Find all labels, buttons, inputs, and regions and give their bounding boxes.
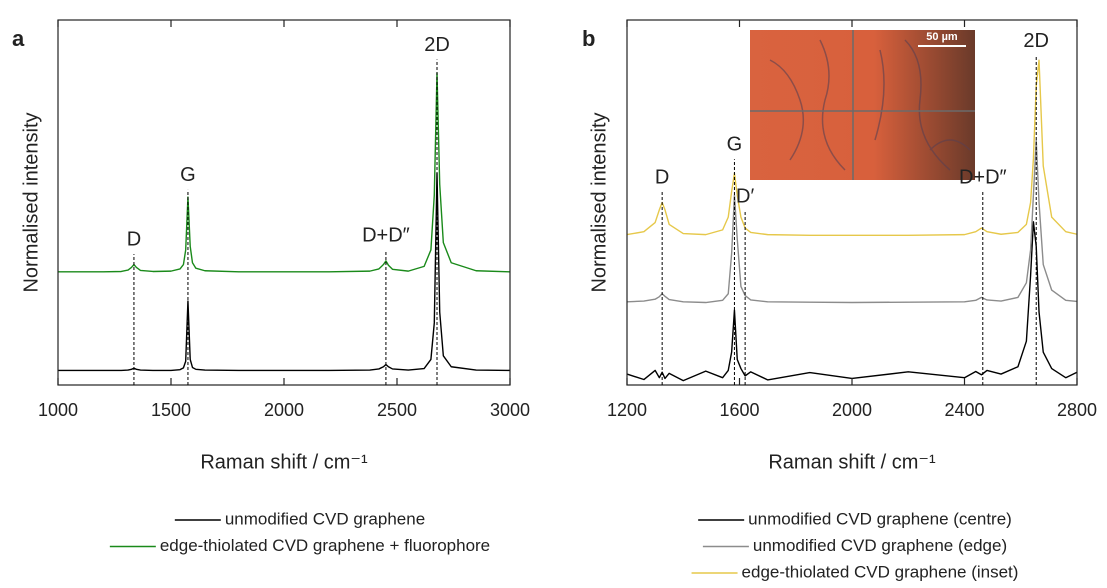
x-tick-label: 1500 (151, 400, 191, 420)
peak-label: D+D″ (959, 166, 1007, 188)
x-tick-label: 1000 (38, 400, 78, 420)
peak-label: G (180, 164, 196, 186)
legend-label: edge-thiolated CVD graphene (inset) (742, 562, 1019, 581)
x-tick-label: 2500 (377, 400, 417, 420)
y-axis-label: Normalised intensity (20, 112, 42, 292)
peak-label: D′ (736, 185, 754, 207)
spectrum-line (58, 72, 511, 273)
inset-photo (750, 30, 975, 180)
spectrum-line (626, 139, 1078, 304)
x-tick-label: 1200 (607, 400, 647, 420)
x-axis-label: Raman shift / cm⁻¹ (200, 451, 368, 473)
spectrum-line (626, 221, 1078, 382)
inset-image: 50 µm (750, 30, 975, 180)
x-tick-label: 2400 (944, 400, 984, 420)
panel-letter: b (582, 26, 595, 51)
scale-label: 50 µm (926, 31, 958, 43)
x-axis-label: Raman shift / cm⁻¹ (768, 451, 936, 473)
x-tick-label: 2000 (832, 400, 872, 420)
y-axis-label: Normalised intensity (588, 112, 610, 292)
plot-frame (57, 19, 511, 386)
legend-label: edge-thiolated CVD graphene + fluorophor… (160, 536, 490, 555)
legend-label: unmodified CVD graphene (225, 509, 425, 528)
spectrum-line (626, 59, 1078, 237)
peak-label: D+D″ (362, 224, 410, 246)
peak-label: D (655, 166, 669, 188)
peak-label: 2D (1023, 30, 1049, 52)
peak-label: G (727, 133, 743, 155)
legend-label: unmodified CVD graphene (edge) (753, 536, 1007, 555)
x-tick-label: 2800 (1057, 400, 1097, 420)
x-tick-label: 3000 (490, 400, 530, 420)
peak-label: 2D (424, 34, 450, 56)
legend-label: unmodified CVD graphene (centre) (748, 509, 1012, 528)
inset-texture (769, 39, 971, 171)
x-tick-label: 1600 (719, 400, 759, 420)
peak-label: D (127, 228, 141, 250)
panel-letter: a (12, 26, 25, 51)
x-tick-label: 2000 (264, 400, 304, 420)
